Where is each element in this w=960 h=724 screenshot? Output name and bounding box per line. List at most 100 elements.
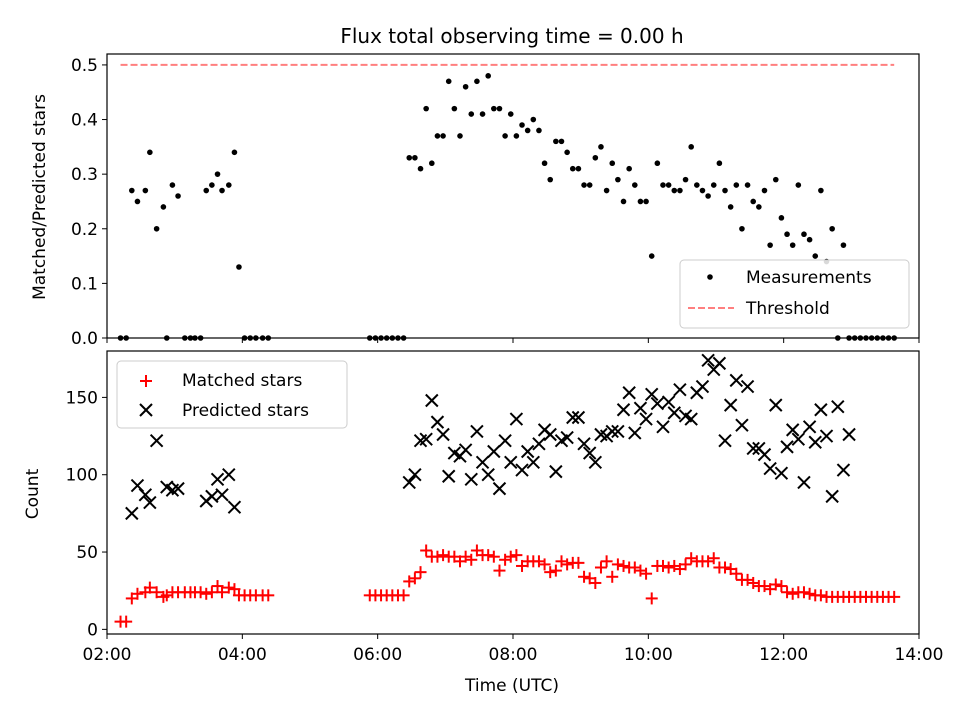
predicted-star-point bbox=[797, 475, 811, 490]
bottom-legend: Matched stars Predicted stars bbox=[116, 360, 348, 429]
matched-star-point bbox=[482, 549, 495, 562]
predicted-star-point bbox=[814, 403, 828, 417]
top-x-ticks bbox=[106, 338, 920, 343]
measurement-point bbox=[581, 182, 587, 188]
predicted-star-point bbox=[509, 412, 524, 426]
measurement-point bbox=[784, 231, 790, 238]
predicted-star-point bbox=[425, 393, 439, 408]
matched-star-point bbox=[803, 587, 816, 600]
predicted-star-point bbox=[695, 379, 710, 394]
measurement-point bbox=[169, 182, 176, 188]
measurement-point bbox=[142, 187, 149, 194]
matched-star-point bbox=[719, 561, 732, 574]
matched-star-point bbox=[205, 586, 218, 599]
measurement-point bbox=[801, 231, 807, 238]
matched-star-point bbox=[200, 587, 213, 600]
predicted-star-point bbox=[571, 410, 586, 425]
measurement-point bbox=[710, 182, 717, 188]
predicted-star-point bbox=[763, 461, 777, 476]
matched-star-point bbox=[781, 586, 794, 599]
measurement-point bbox=[665, 182, 672, 188]
predicted-star-point bbox=[735, 418, 749, 432]
top-plot-marks bbox=[117, 63, 897, 341]
measurement-point bbox=[147, 149, 153, 156]
measurement-point bbox=[558, 138, 565, 145]
predicted-star-point bbox=[464, 472, 478, 487]
measurement-point bbox=[806, 236, 813, 243]
matched-star-point bbox=[499, 553, 512, 566]
matched-star-point bbox=[572, 556, 585, 569]
predicted-star-point bbox=[831, 399, 845, 414]
measurement-point bbox=[795, 182, 802, 188]
matched-star-point bbox=[758, 580, 771, 593]
predicted-star-point bbox=[504, 455, 518, 470]
predicted-star-point bbox=[667, 406, 681, 420]
measurement-point bbox=[519, 122, 525, 128]
matched-star-point bbox=[775, 580, 788, 593]
measurement-point bbox=[694, 182, 700, 188]
matched-star-point bbox=[510, 549, 523, 562]
measurement-point bbox=[134, 198, 141, 205]
measurement-point bbox=[789, 242, 796, 248]
matched-star-point bbox=[730, 567, 743, 580]
predicted-star-point bbox=[442, 469, 456, 483]
measurement-point bbox=[772, 176, 779, 183]
matched-star-point bbox=[769, 578, 782, 591]
x-tick-label: 10:00 bbox=[624, 645, 673, 665]
measurement-point bbox=[733, 182, 740, 188]
measurement-point bbox=[682, 176, 689, 183]
matched-star-point bbox=[216, 586, 229, 599]
legend-measurements-label: Measurements bbox=[746, 268, 872, 288]
predicted-star-point bbox=[515, 463, 529, 477]
matched-star-point bbox=[228, 583, 241, 596]
matched-star-point bbox=[600, 555, 613, 568]
legend-matched-label: Matched stars bbox=[182, 371, 302, 391]
predicted-star-point bbox=[125, 506, 139, 521]
y-tick-label: 100 bbox=[66, 466, 98, 486]
measurement-point bbox=[778, 215, 785, 221]
measurement-point bbox=[524, 127, 531, 134]
matched-star-point bbox=[611, 558, 624, 571]
measurement-point bbox=[891, 335, 897, 341]
matched-star-point bbox=[634, 564, 647, 577]
matched-star-point bbox=[397, 589, 410, 602]
matched-star-point bbox=[656, 559, 669, 572]
matched-star-point bbox=[640, 567, 653, 580]
x-tick-label: 02:00 bbox=[83, 645, 132, 665]
measurement-point bbox=[265, 335, 272, 341]
measurement-point bbox=[874, 335, 881, 341]
predicted-star-point bbox=[543, 427, 557, 442]
measurement-point bbox=[462, 83, 469, 90]
matched-star-point bbox=[408, 572, 421, 585]
measurement-point bbox=[846, 335, 852, 341]
measurement-point bbox=[553, 138, 559, 145]
measurement-point bbox=[507, 111, 514, 117]
legend-matched-marker bbox=[140, 375, 152, 387]
bottom-y-axis-label: Count bbox=[23, 468, 43, 519]
measurement-point bbox=[863, 335, 869, 341]
measurement-point bbox=[163, 335, 170, 341]
measurement-point bbox=[197, 335, 204, 341]
predicted-star-point bbox=[149, 433, 164, 448]
predicted-star-point bbox=[746, 441, 760, 456]
measurement-point bbox=[756, 204, 762, 210]
matched-star-point bbox=[420, 544, 433, 557]
matched-star-point bbox=[437, 549, 450, 562]
matched-star-point bbox=[431, 550, 444, 563]
top-y-axis-label: Matched/Predicted stars bbox=[30, 94, 50, 300]
matched-star-point bbox=[797, 586, 810, 599]
measurement-point bbox=[226, 182, 232, 188]
measurement-point bbox=[592, 154, 599, 161]
legend-measurements-marker bbox=[707, 274, 713, 280]
predicted-star-point bbox=[842, 427, 856, 442]
x-tick-label: 12:00 bbox=[759, 645, 808, 665]
measurement-point bbox=[241, 335, 248, 341]
predicted-star-point bbox=[780, 440, 794, 454]
measurement-point bbox=[153, 225, 160, 232]
measurement-point bbox=[626, 165, 632, 172]
predicted-star-point bbox=[819, 429, 834, 443]
legend-predicted-marker bbox=[139, 403, 153, 417]
measurement-point bbox=[654, 160, 661, 167]
matched-star-point bbox=[150, 586, 163, 599]
